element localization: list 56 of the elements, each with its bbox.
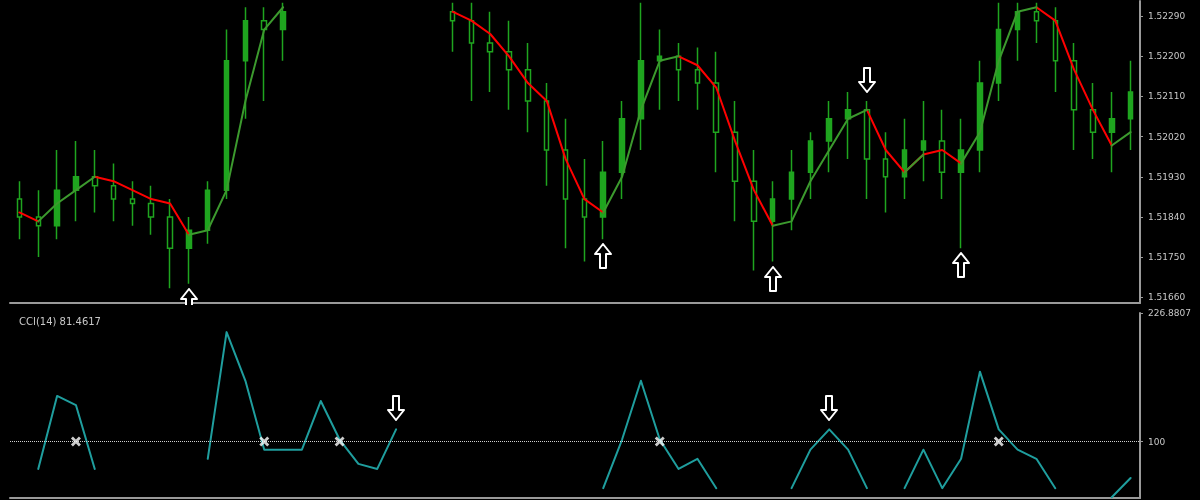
candlestick [279, 2, 287, 62]
candlestick [129, 180, 136, 227]
candlestick [581, 158, 588, 263]
y-tick-label: 1.52200 [1148, 51, 1186, 62]
candlestick [788, 149, 795, 232]
candlestick [844, 91, 852, 160]
candlestick [769, 180, 776, 263]
candlestick [694, 46, 701, 111]
candlestick [901, 118, 908, 200]
candlestick [562, 118, 569, 249]
candlestick [185, 216, 193, 285]
candlestick [147, 184, 155, 236]
candlestick [750, 149, 758, 272]
y-tick-label: 1.51930 [1148, 171, 1186, 182]
y-tick-label: 100 [1148, 436, 1166, 447]
candlestick [807, 131, 814, 200]
candlestick [1127, 60, 1134, 151]
candlestick [637, 2, 645, 151]
y-tick-label: 1.51660 [1148, 292, 1186, 303]
candlestick [1108, 91, 1116, 174]
y-tick-label: 1.52020 [1148, 131, 1186, 142]
candlestick [599, 140, 607, 240]
candlestick [957, 118, 965, 249]
candlestick [1052, 6, 1059, 93]
candlestick [449, 2, 456, 53]
candlestick [35, 189, 42, 258]
candlestick [938, 109, 946, 200]
candlestick [618, 100, 626, 200]
candlestick [16, 180, 23, 240]
chart-title: CCI(14) 81.4617 [19, 315, 101, 327]
candlestick [543, 82, 550, 187]
candlestick [712, 51, 720, 174]
candlestick [91, 149, 99, 214]
candlestick [825, 100, 833, 174]
candlestick [166, 198, 174, 290]
candlestick [1033, 2, 1040, 44]
candlestick [468, 2, 475, 102]
candlestick [1089, 82, 1097, 160]
candlestick [505, 19, 513, 111]
y-tick-label: 226.8807 [1148, 308, 1191, 318]
candlestick [656, 28, 663, 111]
y-tick-label: 1.51750 [1148, 252, 1186, 263]
candlestick [242, 6, 249, 120]
y-tick-label: 1.52110 [1148, 91, 1186, 102]
candlestick [486, 10, 494, 93]
candlestick [53, 149, 61, 240]
candlestick [260, 6, 268, 102]
candlestick [675, 42, 682, 102]
y-tick-label: 1.51840 [1148, 211, 1186, 222]
candlestick [72, 140, 80, 223]
y-tick-label: 1.52290 [1148, 11, 1186, 22]
candlestick [524, 42, 532, 133]
candlestick [882, 131, 889, 214]
candlestick [110, 162, 117, 223]
candlestick [920, 100, 927, 182]
candlestick [863, 100, 871, 200]
